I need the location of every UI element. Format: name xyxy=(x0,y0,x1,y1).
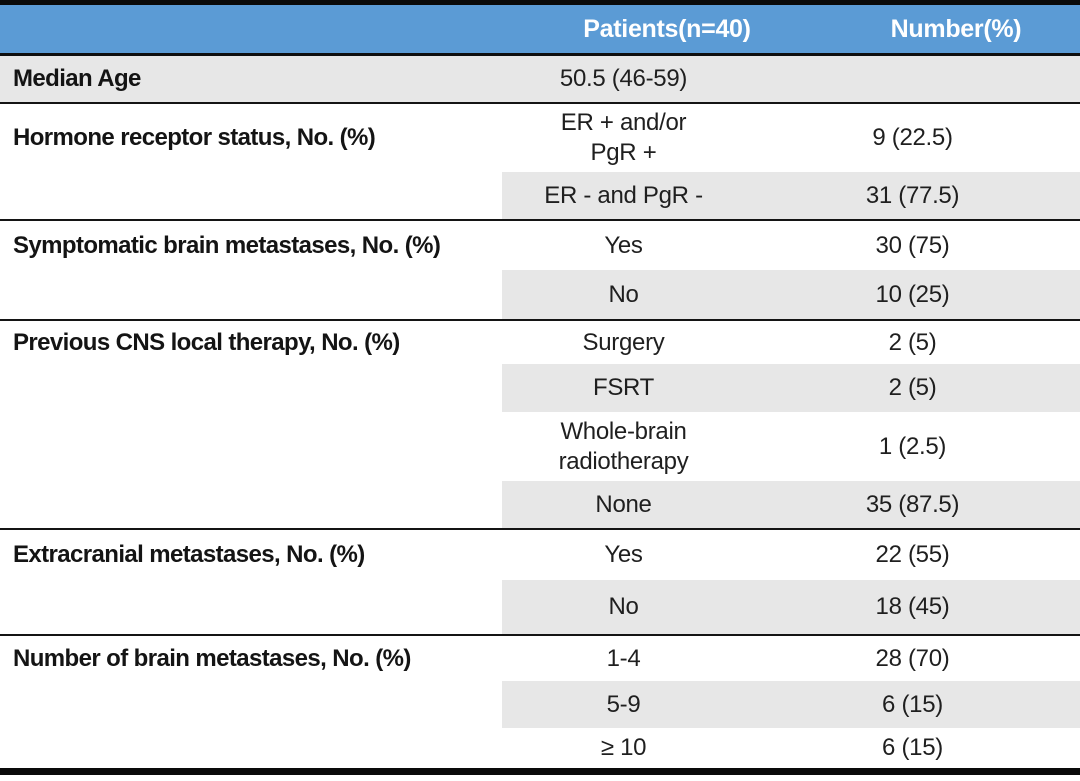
number-percent-cell xyxy=(745,56,1080,102)
section-label-spacer xyxy=(0,270,502,319)
table-row: ER - and PgR -31 (77.5) xyxy=(0,172,1080,219)
section-label-spacer xyxy=(0,481,502,528)
number-percent-cell: 1 (2.5) xyxy=(878,432,947,460)
number-percent-cell: 2 (5) xyxy=(888,328,937,356)
table-header-row: Patients(n=40) Number(%) xyxy=(0,5,1080,56)
table-body: Median Age 50.5 (46-59) Hormone receptor s… xyxy=(0,56,1080,768)
table-row: ≥ 10 6 (15) xyxy=(0,728,1080,768)
table-row: Median Age 50.5 (46-59) xyxy=(0,56,1080,102)
table-section: Symptomatic brain metastases, No. (%) Yes… xyxy=(0,221,1080,321)
header-patients-column: Patients(n=40) xyxy=(583,14,751,43)
table-row: FSRT 2 (5) xyxy=(0,364,1080,412)
section-label-spacer xyxy=(0,580,502,634)
patients-value-cell: FSRT xyxy=(502,364,745,412)
patients-value-cell: Surgery xyxy=(582,328,665,356)
number-percent-cell: 22 (55) xyxy=(875,541,950,568)
patients-value-cell: ≥ 10 xyxy=(600,734,647,761)
section-label-spacer xyxy=(0,681,502,728)
table-row: Number of brain metastases, No. (%) 1-4 28… xyxy=(0,636,1080,681)
table-row: Previous CNS local therapy, No. (%) Surge… xyxy=(0,321,1080,364)
header-spacer-cell xyxy=(0,5,502,53)
patients-value-cell: None xyxy=(502,481,745,528)
table-row: No 10 (25) xyxy=(0,270,1080,319)
table-section: Number of brain metastases, No. (%) 1-4 28… xyxy=(0,636,1080,768)
number-percent-cell: 31 (77.5) xyxy=(745,172,1080,219)
patients-value-cell: No xyxy=(502,270,745,319)
patients-value-cell: Whole-brain radiotherapy xyxy=(558,417,689,475)
number-percent-cell: 35 (87.5) xyxy=(745,481,1080,528)
table-section: Previous CNS local therapy, No. (%) Surge… xyxy=(0,321,1080,530)
section-label-spacer xyxy=(0,364,502,412)
number-percent-cell: 2 (5) xyxy=(745,364,1080,412)
table-section: Median Age 50.5 (46-59) xyxy=(0,56,1080,104)
table-row: Whole-brain radiotherapy 1 (2.5) xyxy=(0,412,1080,481)
section-label: Median Age xyxy=(0,56,502,102)
number-percent-cell: 28 (70) xyxy=(875,644,950,672)
section-label-spacer xyxy=(0,728,502,768)
patients-value-cell: ER - and PgR - xyxy=(502,172,745,219)
patients-value-cell: 50.5 (46-59) xyxy=(502,56,745,102)
header-number-column: Number(%) xyxy=(890,14,1022,43)
patients-value-cell: Yes xyxy=(604,541,643,568)
section-label: Symptomatic brain metastases, No. (%) xyxy=(0,221,502,270)
table-row: 5-9 6 (15) xyxy=(0,681,1080,728)
number-percent-cell: 9 (22.5) xyxy=(872,124,953,151)
number-percent-cell: 6 (15) xyxy=(882,734,943,761)
patients-value-cell: 5-9 xyxy=(502,681,745,728)
section-label-spacer xyxy=(0,172,502,219)
number-percent-cell: 30 (75) xyxy=(875,231,950,259)
patients-value-cell: No xyxy=(502,580,745,634)
table-row: No 18 (45) xyxy=(0,580,1080,634)
table-row: Extracranial metastases, No. (%) Yes 22 (5… xyxy=(0,530,1080,580)
number-percent-cell: 18 (45) xyxy=(745,580,1080,634)
number-percent-cell: 6 (15) xyxy=(745,681,1080,728)
section-label-spacer xyxy=(0,412,502,481)
table-section: Hormone receptor status, No. (%) ER + and… xyxy=(0,104,1080,221)
table-section: Extracranial metastases, No. (%) Yes 22 (5… xyxy=(0,530,1080,636)
table-row: None 35 (87.5) xyxy=(0,481,1080,528)
patients-value-cell: ER + and/or PgR + xyxy=(560,109,687,166)
section-label: Previous CNS local therapy, No. (%) xyxy=(0,321,502,364)
patients-value-cell: Yes xyxy=(604,231,643,259)
section-label: Number of brain metastases, No. (%) xyxy=(0,636,502,681)
section-label: Extracranial metastases, No. (%) xyxy=(0,530,502,580)
patients-value-cell: 1-4 xyxy=(606,644,641,672)
section-label: Hormone receptor status, No. (%) xyxy=(0,104,502,172)
table-row: Hormone receptor status, No. (%) ER + and… xyxy=(0,104,1080,172)
table-row: Symptomatic brain metastases, No. (%) Yes… xyxy=(0,221,1080,270)
number-percent-cell: 10 (25) xyxy=(745,270,1080,319)
